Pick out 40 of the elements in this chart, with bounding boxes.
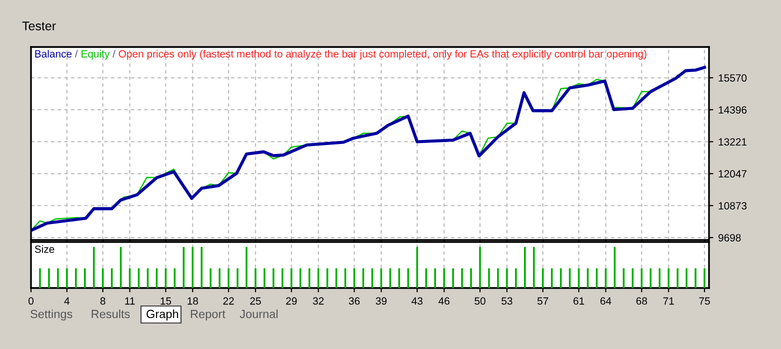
x-tick-label: 8 bbox=[100, 297, 106, 305]
x-tick-label: 50 bbox=[474, 297, 486, 305]
x-tick-label: 57 bbox=[537, 297, 548, 305]
y-tick-label: 10873 bbox=[718, 202, 747, 210]
x-tick-label: 75 bbox=[699, 297, 710, 305]
x-tick-label: 68 bbox=[636, 297, 647, 305]
x-tick-label: 32 bbox=[312, 297, 324, 305]
x-tick-label: 39 bbox=[376, 297, 387, 305]
x-tick-label: 64 bbox=[600, 297, 612, 305]
text: Results bbox=[92, 309, 130, 318]
x-tick-label: 11 bbox=[125, 297, 135, 305]
x-tick-label: 53 bbox=[502, 297, 512, 305]
y-tick-label: 9698 bbox=[718, 234, 741, 242]
x-tick-label: 46 bbox=[438, 297, 450, 305]
text: Equity bbox=[82, 50, 110, 60]
y-tick-label: 13221 bbox=[718, 138, 746, 146]
text: Journal bbox=[240, 309, 278, 318]
x-tick-label: 43 bbox=[412, 297, 422, 305]
y-tick-label: 12047 bbox=[718, 170, 746, 178]
text: Balance bbox=[35, 50, 72, 58]
y-tick-label: 15570 bbox=[718, 74, 747, 82]
text: Graph bbox=[146, 309, 178, 321]
x-tick-label: 22 bbox=[223, 297, 234, 305]
text: Report bbox=[190, 310, 226, 321]
text: Tester bbox=[22, 22, 56, 30]
x-tick-label: 71 bbox=[663, 297, 674, 305]
x-tick-label: 29 bbox=[286, 297, 297, 305]
chart-title: Size bbox=[34, 245, 54, 253]
annotation: / bbox=[74, 50, 78, 58]
x-tick-label: 25 bbox=[250, 297, 261, 305]
x-tick-label: 61 bbox=[574, 297, 584, 305]
annotation: Open prices only (fastest method to analyze the bar just completed, only for EAs that explicitly control bar opening) bbox=[118, 50, 646, 60]
x-tick-label: 36 bbox=[348, 297, 360, 305]
x-tick-label: 4 bbox=[64, 297, 70, 305]
annotation: / bbox=[112, 50, 116, 58]
text: Settings bbox=[30, 309, 72, 321]
x-tick-label: 18 bbox=[188, 297, 198, 305]
x-tick-label: 0 bbox=[28, 297, 34, 305]
y-tick-label: 14396 bbox=[718, 106, 747, 114]
x-tick-label: 15 bbox=[160, 297, 172, 305]
